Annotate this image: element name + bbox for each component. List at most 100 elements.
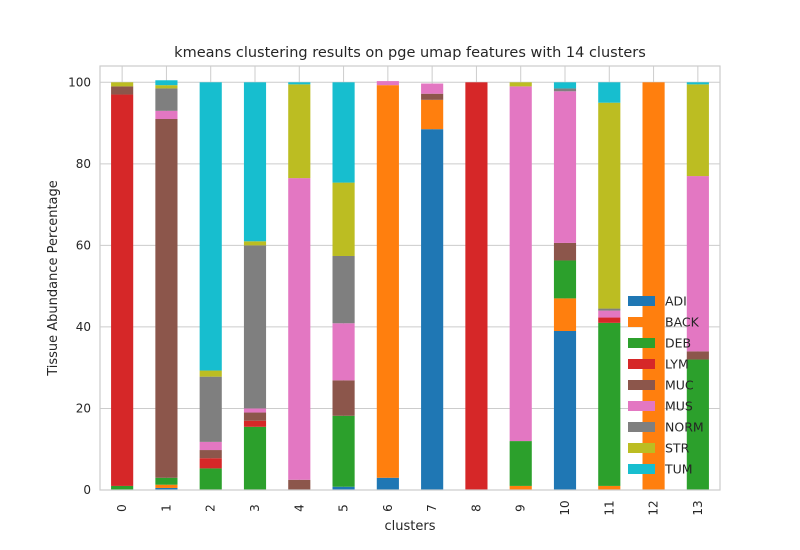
bar-segment-back-cluster-7 (421, 99, 444, 130)
legend-swatch-deb (628, 338, 655, 348)
bar-segment-mus-cluster-11 (598, 310, 621, 318)
bar-segment-norm-cluster-2 (199, 376, 222, 442)
bar-segment-mus-cluster-1 (155, 110, 178, 119)
x-tick-label: 7 (425, 504, 439, 512)
plot-frame (99, 65, 721, 491)
y-tick-label: 40 (76, 320, 91, 334)
x-tick-label: 12 (647, 500, 661, 515)
x-tick-label: 9 (514, 504, 528, 512)
bar-segment-lym-cluster-2 (199, 458, 222, 469)
x-tick-label: 11 (602, 500, 616, 515)
bar-segment-back-cluster-6 (376, 85, 399, 478)
bar-segment-str-cluster-5 (332, 182, 355, 256)
bar-segment-muc-cluster-5 (332, 380, 355, 416)
bar-segment-back-cluster-1 (155, 484, 178, 488)
bar-segment-str-cluster-13 (686, 84, 709, 177)
bar-segment-muc-cluster-1 (155, 119, 178, 478)
bar-segment-mus-cluster-6 (376, 81, 399, 86)
bar-segment-tum-cluster-4 (288, 82, 311, 85)
legend-label-back: BACK (665, 315, 700, 330)
bar-segment-deb-cluster-13 (686, 359, 709, 490)
bar-segment-adi-cluster-5 (332, 486, 355, 490)
bar-segment-deb-cluster-5 (332, 415, 355, 487)
y-tick-labels: 0 20 40 60 80 100 (68, 75, 91, 497)
y-tick-label: 80 (76, 157, 91, 171)
bar-segment-mus-cluster-13 (686, 176, 709, 352)
bar-segment-adi-cluster-1 (155, 487, 178, 490)
bar-segment-str-cluster-11 (598, 102, 621, 309)
bar-segment-tum-cluster-10 (553, 82, 577, 89)
y-tick-label: 60 (76, 238, 91, 252)
bar-segment-muc-cluster-10 (553, 242, 577, 261)
legend-label-deb: DEB (665, 336, 691, 351)
bar-segment-tum-cluster-2 (199, 82, 222, 371)
bar-segment-str-cluster-2 (199, 370, 222, 377)
x-tick-labels: 0 1 2 3 4 5 6 7 8 9 10 11 12 13 (115, 500, 705, 515)
bar-segment-tum-cluster-1 (155, 80, 178, 86)
bar-segment-mus-cluster-2 (199, 441, 222, 451)
bar-segment-lym-cluster-3 (243, 420, 267, 427)
bar-segment-deb-cluster-2 (199, 468, 222, 490)
legend-swatch-adi (628, 296, 655, 306)
bar-segment-str-cluster-1 (155, 85, 178, 89)
bar-segment-norm-cluster-3 (243, 245, 267, 409)
bar-segment-mus-cluster-9 (509, 86, 532, 442)
bar-segment-back-cluster-10 (553, 298, 577, 331)
bar-segment-norm-cluster-1 (155, 88, 178, 111)
bar-segment-mus-cluster-4 (288, 178, 311, 480)
bar-segment-adi-cluster-6 (376, 477, 399, 490)
legend-label-norm: NORM (665, 420, 704, 435)
bar-segment-mus-cluster-10 (553, 91, 577, 243)
bar-segment-str-cluster-3 (243, 241, 267, 246)
chart-title: kmeans clustering results on pge umap fe… (174, 45, 646, 61)
bar-segment-deb-cluster-11 (598, 322, 621, 486)
x-tick-label: 1 (159, 504, 173, 512)
bar-segment-lym-cluster-11 (598, 317, 621, 323)
bar-segment-mus-cluster-5 (332, 323, 355, 381)
y-tick-label: 20 (76, 401, 91, 415)
x-tick-label: 3 (248, 504, 262, 512)
x-tick-label: 5 (337, 504, 351, 512)
bar-segment-deb-cluster-3 (243, 426, 267, 490)
x-tick-label: 8 (469, 504, 483, 512)
bars-layer (111, 80, 709, 491)
legend-label-muc: MUC (665, 378, 694, 393)
bar-segment-muc-cluster-3 (243, 412, 267, 421)
legend-swatch-muc (628, 380, 655, 390)
y-tick-label: 100 (68, 75, 91, 89)
y-axis-title: Tissue Abundance Percentage (46, 180, 61, 377)
legend-swatch-back (628, 317, 655, 327)
bar-segment-adi-cluster-7 (421, 129, 444, 490)
bar-segment-muc-cluster-0 (111, 86, 134, 95)
legend-label-lym: LYM (665, 357, 689, 372)
legend-label-mus: MUS (665, 399, 693, 414)
legend-swatch-str (628, 443, 655, 453)
bar-segment-mus-cluster-3 (243, 408, 267, 413)
legend-label-adi: ADI (665, 294, 687, 309)
bar-segment-lym-cluster-8 (465, 82, 488, 491)
x-tick-label: 2 (204, 504, 218, 512)
bar-segment-lym-cluster-0 (111, 94, 134, 486)
bar-segment-tum-cluster-13 (686, 82, 709, 85)
bar-segment-muc-cluster-13 (686, 351, 709, 360)
legend: ADI BACK DEB LYM MUC MUS NORM STR TUM (628, 294, 704, 477)
x-tick-label: 6 (381, 504, 395, 512)
legend-swatch-mus (628, 401, 655, 411)
bar-segment-deb-cluster-10 (553, 260, 577, 299)
bar-segment-deb-cluster-0 (111, 485, 134, 490)
bar-segment-mus-cluster-7 (421, 83, 444, 94)
bar-segment-muc-cluster-2 (199, 450, 222, 459)
legend-label-str: STR (665, 441, 690, 456)
bar-segment-str-cluster-0 (111, 82, 134, 87)
bar-segment-muc-cluster-7 (421, 93, 444, 100)
legend-swatch-tum (628, 464, 655, 474)
x-tick-label: 0 (115, 504, 129, 512)
bar-segment-str-cluster-9 (509, 82, 532, 87)
x-tick-label: 4 (292, 504, 306, 512)
x-tick-label: 13 (691, 500, 705, 515)
bar-segment-norm-cluster-10 (553, 88, 577, 92)
bar-segment-norm-cluster-11 (598, 308, 621, 311)
